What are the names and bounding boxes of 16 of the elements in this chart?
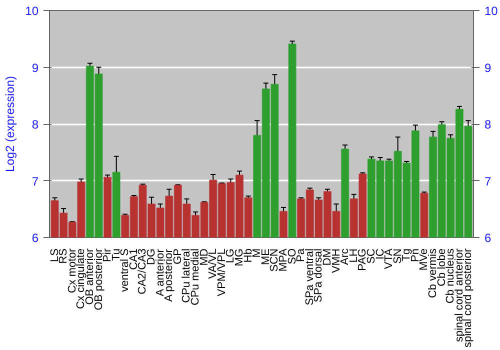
- y2-tick-label: 7: [484, 174, 492, 188]
- y-tick-label: 8: [32, 118, 39, 132]
- x-tick-label: spinal cord posterior: [462, 248, 474, 348]
- y2-tick-label: 9: [484, 60, 492, 75]
- y2-tick-label: 8: [484, 118, 492, 132]
- y-tick-label: 10: [25, 4, 39, 18]
- x-tick-label: Tg: [400, 248, 413, 262]
- x-tick-label: RS: [58, 248, 70, 264]
- y-tick-label: 7: [32, 174, 39, 188]
- x-tick-label: A posterior: [163, 248, 176, 302]
- y2-tick-label: 10: [484, 4, 498, 18]
- y-axis-title: Log2 (expression): [3, 76, 18, 172]
- y-tick-label: 6: [32, 231, 39, 245]
- y2-tick-label: 6: [484, 231, 492, 245]
- y-tick-label: 9: [32, 60, 39, 75]
- x-tick-label: DM: [321, 248, 334, 266]
